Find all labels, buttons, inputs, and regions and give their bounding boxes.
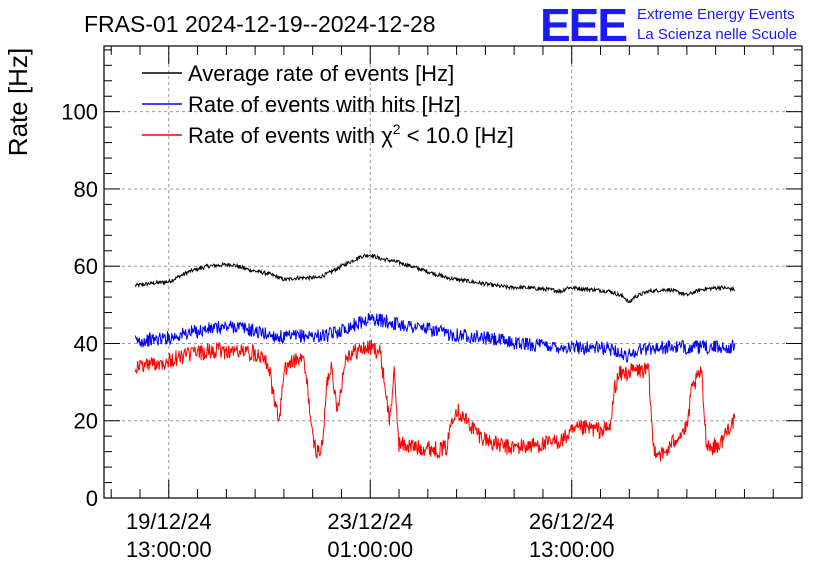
eee-logo: EEE Extreme Energy Events La Scienza nel… [540, 0, 797, 51]
y-tick-label: 40 [74, 331, 98, 356]
logo-mark: EEE [540, 0, 626, 51]
chart-title: FRAS-01 2024-12-19--2024-12-28 [84, 11, 436, 37]
x-tick-time: 01:00:00 [327, 537, 413, 562]
logo-line1: Extreme Energy Events [637, 6, 795, 23]
series-line-2 [134, 313, 736, 363]
x-tick-time: 13:00:00 [529, 537, 615, 562]
axes [103, 45, 803, 499]
legend-label: Rate of events with hits [Hz] [188, 92, 461, 117]
x-tick-date: 19/12/24 [126, 509, 212, 534]
x-tick-date: 23/12/24 [327, 509, 413, 534]
plot-frame [103, 45, 803, 499]
series-line-3 [134, 339, 736, 462]
series-layer [134, 253, 736, 462]
ticks [104, 46, 803, 499]
legend-label: Rate of events with χ2 < 10.0 [Hz] [188, 121, 514, 148]
y-tick-label: 80 [74, 177, 98, 202]
legend: Average rate of events [Hz] Rate of event… [142, 61, 514, 148]
y-tick-label: 100 [61, 100, 98, 125]
series-line-1 [134, 253, 736, 304]
tick-labels: 0 20 40 60 80 100 19/12/24 13:00:00 23/12/24 01:0… [61, 100, 614, 562]
y-tick-label: 20 [74, 409, 98, 434]
legend-label: Average rate of events [Hz] [188, 61, 454, 86]
logo-line2: La Scienza nelle Scuole [637, 26, 797, 43]
x-tick-time: 13:00:00 [126, 537, 212, 562]
y-tick-label: 60 [74, 254, 98, 279]
y-tick-label: 0 [86, 486, 98, 511]
x-tick-date: 26/12/24 [529, 509, 615, 534]
y-axis-label: Rate [Hz] [3, 48, 33, 156]
